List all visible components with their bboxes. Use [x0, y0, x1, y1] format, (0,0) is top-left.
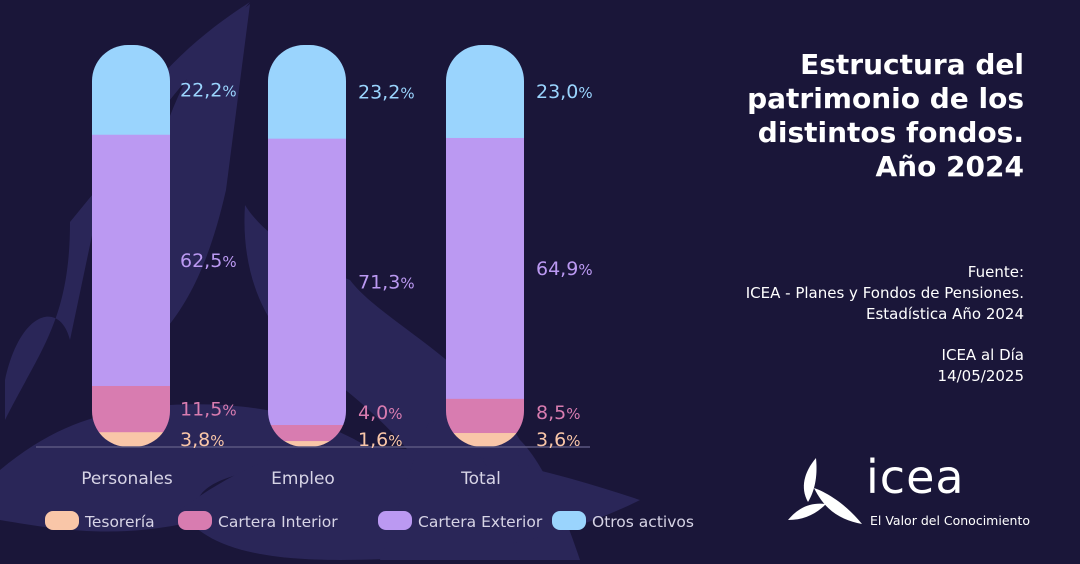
percent-sign: %	[222, 253, 236, 271]
bar-segment-cartera-interior	[446, 398, 524, 434]
bar-segment-otros-activos	[446, 45, 524, 138]
bar-segment-otros-activos	[92, 45, 170, 135]
value-label: 71,3%	[358, 271, 415, 293]
bar-segment-cartera-exterior	[92, 134, 170, 386]
value-number: 64,9	[536, 258, 578, 280]
value-number: 11,5	[180, 399, 222, 421]
source-line: Estadística Año 2024	[865, 305, 1024, 323]
bar-segment-tesoreria	[92, 431, 170, 447]
legend-swatch	[552, 511, 586, 530]
legend-swatch	[45, 511, 79, 530]
percent-sign: %	[566, 432, 580, 450]
percent-sign: %	[400, 274, 414, 292]
bar-segment-tesoreria	[446, 432, 524, 447]
category-labels-group: Personales Empleo Total	[81, 469, 501, 489]
percent-sign: %	[388, 432, 402, 450]
legend-swatch	[378, 511, 412, 530]
value-label: 8,5%	[536, 402, 580, 424]
value-label: 3,8%	[180, 429, 224, 451]
logo-tagline: El Valor del Conocimiento	[870, 513, 1030, 528]
value-label: 23,0%	[536, 81, 593, 103]
percent-sign: %	[566, 405, 580, 423]
bar-segment-otros-activos	[268, 45, 346, 139]
category-label: Total	[460, 469, 501, 489]
value-labels-group: 3,8%11,5%62,5%22,2%1,6%4,0%71,3%23,2%3,6…	[180, 80, 593, 451]
value-label: 62,5%	[180, 250, 237, 272]
value-label: 23,2%	[358, 82, 415, 104]
legend: Tesorería Cartera Interior Cartera Exterio…	[45, 511, 694, 531]
value-label: 3,6%	[536, 429, 580, 451]
stacked-bar-chart: 3,8%11,5%62,5%22,2%1,6%4,0%71,3%23,2%3,6…	[36, 45, 694, 531]
value-number: 62,5	[180, 250, 222, 272]
bar-segment-cartera-exterior	[268, 138, 346, 426]
publication-date: 14/05/2025	[937, 367, 1024, 385]
bg-leaf-shape-6	[380, 420, 520, 560]
value-number: 8,5	[536, 402, 566, 424]
source-note: Fuente: ICEA - Planes y Fondos de Pensio…	[664, 262, 1024, 387]
percent-sign: %	[388, 405, 402, 423]
legend-label: Cartera Exterior	[418, 513, 543, 531]
legend-label: Tesorería	[84, 513, 155, 531]
bars-group	[92, 45, 524, 447]
category-label: Personales	[81, 469, 173, 489]
legend-swatch	[178, 511, 212, 530]
value-label: 64,9%	[536, 258, 593, 280]
percent-sign: %	[222, 402, 236, 420]
value-label: 1,6%	[358, 429, 402, 451]
percent-sign: %	[210, 432, 224, 450]
value-number: 23,0	[536, 81, 578, 103]
title-line: patrimonio de los	[747, 82, 1024, 115]
bg-leaf-shape	[5, 2, 250, 420]
bar-segment-cartera-exterior	[446, 137, 524, 399]
value-number: 1,6	[358, 429, 388, 451]
bar-empleo	[268, 45, 346, 447]
bar-segment-cartera-interior	[92, 385, 170, 433]
icea-leaves-icon	[788, 458, 862, 524]
bar-total	[446, 45, 524, 447]
value-number: 71,3	[358, 271, 400, 293]
percent-sign: %	[578, 84, 592, 102]
title-line: Estructura del	[800, 48, 1024, 81]
value-number: 3,6	[536, 429, 566, 451]
value-number: 3,8	[180, 429, 210, 451]
value-number: 4,0	[358, 402, 388, 424]
bar-segment-cartera-interior	[268, 424, 346, 442]
value-label: 22,2%	[180, 80, 237, 102]
legend-label: Cartera Interior	[218, 513, 338, 531]
percent-sign: %	[222, 83, 236, 101]
value-label: 4,0%	[358, 402, 402, 424]
value-number: 22,2	[180, 80, 222, 102]
source-line: ICEA - Planes y Fondos de Pensiones.	[745, 284, 1024, 302]
publication-line: ICEA al Día	[941, 346, 1024, 364]
value-number: 23,2	[358, 82, 400, 104]
bar-segment-tesoreria	[268, 440, 346, 447]
title-line: Año 2024	[875, 150, 1024, 183]
legend-item-cartera-interior: Cartera Interior	[178, 511, 338, 531]
legend-item-otros-activos: Otros activos	[552, 511, 694, 531]
legend-label: Otros activos	[592, 513, 694, 531]
bar-personales	[92, 45, 170, 447]
logo-wordmark: icea	[866, 450, 965, 504]
legend-item-tesoreria: Tesorería	[45, 511, 155, 531]
page-title: Estructura del patrimonio de los distint…	[724, 48, 1024, 184]
category-label: Empleo	[271, 469, 335, 489]
icea-logo: icea El Valor del Conocimiento	[786, 450, 1036, 536]
percent-sign: %	[400, 85, 414, 103]
bg-leaf-shape-2	[165, 4, 250, 330]
title-line: distintos fondos.	[757, 116, 1024, 149]
legend-item-cartera-exterior: Cartera Exterior	[378, 511, 543, 531]
value-label: 11,5%	[180, 399, 237, 421]
source-line: Fuente:	[967, 263, 1024, 281]
percent-sign: %	[578, 261, 592, 279]
